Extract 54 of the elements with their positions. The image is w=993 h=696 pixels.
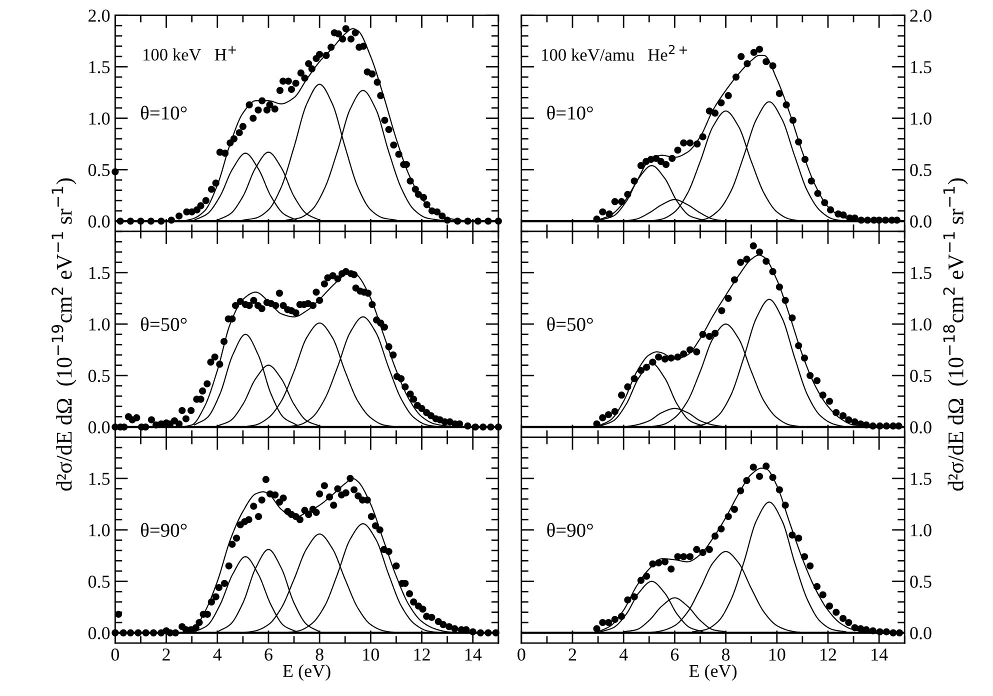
x-tick-label: 8 — [722, 648, 730, 661]
x-tick-label: 12 — [820, 648, 836, 660]
x-tick-label: 14 — [465, 648, 482, 660]
y-tick-label: 1.5 — [89, 266, 110, 280]
y-tick-label: 2.0 — [88, 10, 110, 22]
y-tick-label: 0.0 — [910, 627, 932, 640]
text: d²σ/dE dΩ (10$^{−18}$cm$^{2}$ eV$^{−1}$ sr$^{−1}$) — [943, 178, 968, 491]
x-tick-label: 8 — [316, 648, 324, 661]
text: d²σ/dE dΩ (10$^{−19}$cm$^{2}$ eV$^{−1}$ sr$^{−1}$) — [52, 178, 76, 491]
y-tick-label: 0.0 — [88, 421, 110, 434]
x-tick-label: 0 — [111, 648, 120, 661]
y-tick-label: 0.5 — [910, 370, 932, 382]
annotation: θ=10° — [141, 106, 187, 120]
x-axis-title: E (eV) — [689, 664, 737, 681]
y-tick-label: 0.5 — [910, 164, 932, 176]
y-tick-label: 1.5 — [89, 472, 110, 485]
y-tick-label: 0.0 — [910, 421, 932, 434]
y-tick-label: 0.5 — [88, 370, 110, 382]
x-tick-label: 0 — [518, 648, 526, 661]
y-tick-label: 0.0 — [910, 215, 932, 228]
y-tick-label: 0.0 — [88, 215, 110, 228]
x-tick-label: 6 — [670, 648, 679, 661]
y-tick-label: 1.0 — [89, 112, 110, 125]
x-tick-label: 12 — [414, 648, 430, 660]
x-tick-label: 14 — [872, 648, 888, 660]
annotation: θ=10° — [547, 106, 593, 120]
x-axis-title: E (eV) — [283, 664, 330, 681]
x-tick-label: 6 — [264, 648, 272, 661]
annotation: θ=50° — [141, 317, 187, 331]
y-tick-label: 2.0 — [910, 10, 932, 22]
annotation: 100 keV/amu He$^{2+}$ — [542, 44, 688, 61]
x-tick-label: 2 — [568, 648, 576, 660]
y-tick-label: 1.0 — [89, 318, 110, 331]
y-tick-label: 1.5 — [911, 472, 932, 485]
y-tick-label: 1.0 — [89, 524, 110, 536]
y-tick-label: 1.0 — [911, 318, 932, 331]
annotation: 100 keV H$^{+}$ — [144, 46, 236, 61]
y-tick-label: 1.5 — [89, 61, 110, 74]
x-tick-label: 10 — [769, 648, 786, 661]
y-tick-label: 0.5 — [88, 576, 110, 588]
y-tick-label: 0.0 — [88, 627, 110, 640]
y-tick-label: 0.5 — [910, 576, 932, 588]
y-tick-label: 1.0 — [911, 524, 932, 536]
x-tick-label: 4 — [619, 648, 628, 660]
x-tick-label: 4 — [213, 648, 222, 660]
y-tick-label: 1.0 — [911, 112, 932, 125]
y-tick-label: 1.5 — [911, 266, 932, 280]
annotation: θ=90° — [547, 523, 593, 537]
y-tick-label: 0.5 — [88, 164, 110, 176]
x-tick-label: 10 — [363, 648, 380, 661]
y-tick-label: 1.5 — [911, 61, 932, 74]
annotation: θ=50° — [547, 317, 593, 331]
x-tick-label: 2 — [162, 648, 170, 660]
annotation: θ=90° — [141, 523, 187, 537]
